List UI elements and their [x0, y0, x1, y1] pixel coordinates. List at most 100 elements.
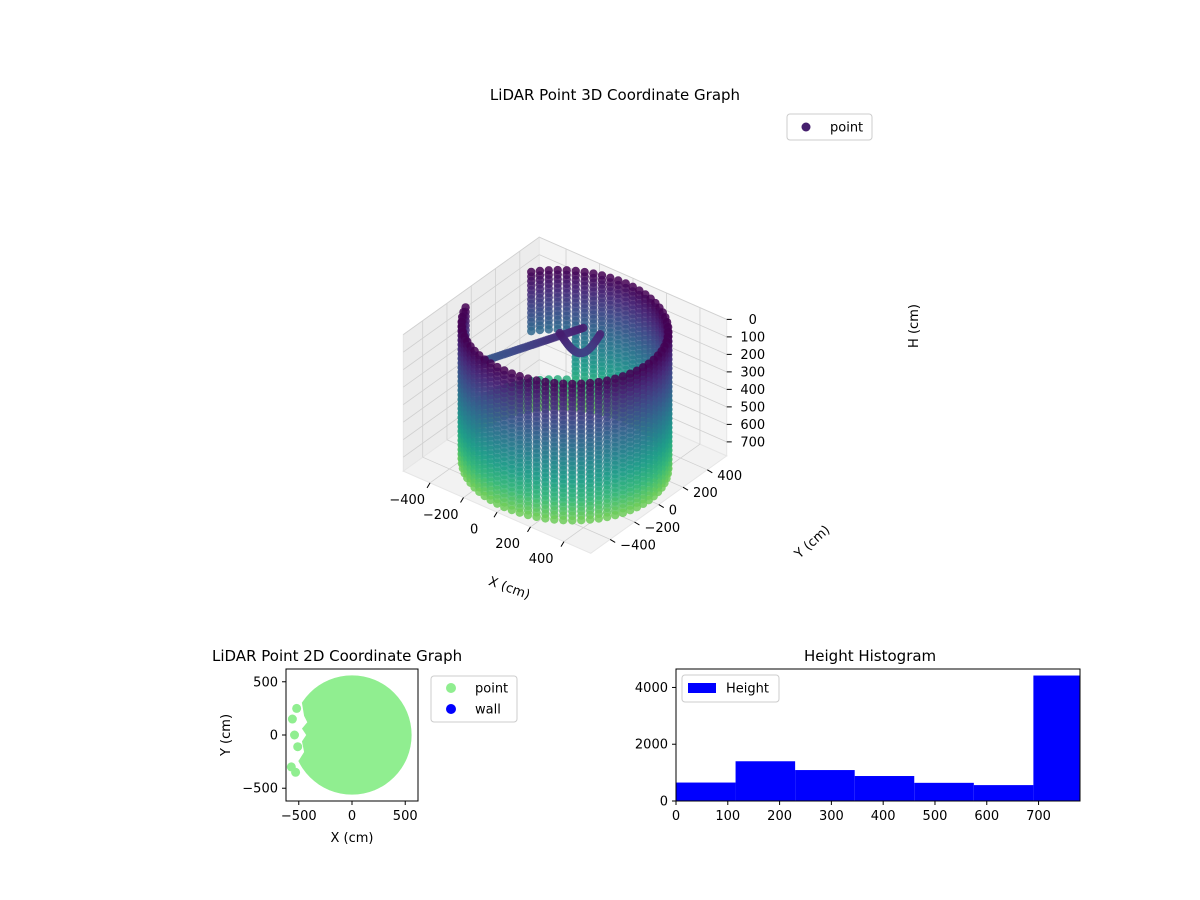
2d-legend-label-point: point [475, 682, 508, 697]
point-marker [290, 730, 300, 740]
3d-point [541, 514, 550, 523]
3d-point [527, 326, 536, 336]
3d-gridline [539, 236, 727, 320]
3d-y-tick [658, 504, 665, 509]
3d-z-axis-label: H (cm) [907, 304, 922, 348]
point-marker [287, 714, 297, 724]
3d-point [535, 325, 545, 335]
histogram-chart: 0 100 200 300 400 500 600 700 0 2000 4000 Height [635, 668, 1081, 824]
3d-z-tick-label: 500 [740, 400, 765, 415]
histogram-bar [1033, 675, 1080, 801]
2d-x-axis-label: X (cm) [331, 831, 374, 846]
3d-y-tick [609, 538, 616, 543]
chart-3d: −400−2000200400−400−20002004000100200300… [389, 113, 922, 603]
3d-legend-label-point: point [830, 121, 863, 136]
2d-legend-label-wall: wall [475, 703, 501, 718]
2d-legend-marker-wall [446, 704, 456, 714]
3d-gridline [403, 254, 540, 353]
3d-point [625, 506, 635, 515]
3d-y-tick [682, 486, 689, 491]
3d-x-tick-label: 0 [470, 522, 478, 537]
2d-legend: point wall [430, 675, 518, 723]
3d-y-tick [634, 521, 640, 526]
3d-legend-box [786, 113, 873, 141]
3d-x-tick-label: 400 [529, 552, 554, 567]
2d-x-tick-label: 500 [393, 809, 418, 824]
3d-point-cloud [457, 265, 673, 525]
3d-y-tick-label: −200 [644, 521, 680, 536]
3d-x-tick-label: 200 [495, 537, 520, 552]
histogram-x-tick-label: 600 [974, 809, 999, 824]
2d-y-axis-label: Y (cm) [219, 714, 234, 757]
2d-x-tick-label: 0 [348, 809, 356, 824]
3d-y-tick-label: 200 [693, 486, 718, 501]
3d-x-tick [426, 482, 431, 489]
2d-y-tick-label: 500 [253, 675, 278, 690]
3d-point [632, 502, 642, 512]
2d-point-area [286, 675, 412, 795]
3d-gridline [403, 271, 540, 370]
2d-y-tick-label: −500 [242, 782, 278, 797]
histogram-x-tick-label: 700 [1026, 809, 1051, 824]
histogram-x-tick-label: 200 [767, 809, 792, 824]
histogram-legend-label: Height [726, 682, 769, 697]
3d-point [493, 499, 502, 508]
chart-2d-title: LiDAR Point 2D Coordinate Graph [212, 647, 463, 665]
3d-point [618, 508, 628, 518]
point-marker [293, 742, 303, 752]
3d-point [507, 505, 517, 515]
histogram-bar [795, 770, 855, 801]
3d-legend: point [786, 113, 873, 141]
3d-x-tick-label: −200 [423, 508, 459, 523]
3d-z-tick-label: 100 [740, 330, 765, 345]
3d-y-tick-label: −400 [620, 538, 656, 553]
histogram-legend: Height [681, 674, 780, 703]
3d-y-tick-label: 0 [669, 504, 677, 519]
3d-y-tick-label: 400 [717, 469, 742, 484]
histogram-ticks: 0 100 200 300 400 500 600 700 0 2000 4000 [635, 681, 1051, 824]
2d-x-tick-label: −500 [281, 809, 317, 824]
3d-z-tick-label: 0 [749, 313, 757, 328]
3d-x-tick [493, 511, 498, 518]
point-marker [292, 703, 302, 713]
histogram-x-tick-label: 300 [819, 809, 844, 824]
chart-2d: −500 0 500 500 0 −500 X (cm) Y (cm) point wal… [219, 668, 518, 846]
chart-3d-title: LiDAR Point 3D Coordinate Graph [489, 86, 741, 104]
3d-point [611, 510, 620, 520]
2d-legend-marker-point [446, 683, 456, 693]
3d-point [523, 510, 533, 520]
3d-z-tick-label: 600 [740, 418, 765, 433]
3d-point [544, 325, 553, 334]
3d-x-tick [527, 526, 531, 533]
3d-gridline [403, 289, 540, 388]
3d-x-tick-label: −400 [389, 493, 425, 508]
3d-point [559, 515, 568, 525]
3d-gridline [403, 236, 540, 335]
histogram-bar [676, 782, 736, 801]
3d-point [532, 512, 541, 522]
3d-x-tick [460, 497, 464, 503]
3d-point [594, 514, 603, 523]
histogram-y-tick-label: 2000 [635, 738, 668, 753]
histogram-x-tick-label: 100 [715, 809, 740, 824]
3d-point [555, 328, 565, 338]
3d-point [515, 508, 524, 517]
3d-y-tick [707, 469, 713, 474]
histogram-bar [973, 785, 1034, 801]
histogram-x-tick-label: 0 [672, 809, 680, 824]
3d-point [585, 515, 595, 524]
3d-point [602, 512, 612, 522]
histogram-axes-frame [675, 668, 1081, 802]
3d-z-tick-label: 200 [740, 348, 765, 363]
3d-x-axis-label: X (cm) [486, 574, 532, 603]
3d-x-tick [560, 541, 565, 547]
3d-z-tick-label: 700 [740, 435, 765, 450]
point-marker [291, 767, 301, 777]
3d-tick-labels: −400−2000200400−400−20002004000100200300… [389, 313, 765, 567]
histogram-y-tick-label: 0 [660, 795, 668, 810]
3d-z-tick-label: 300 [740, 365, 765, 380]
3d-point [568, 516, 577, 525]
2d-ticks: −500 0 500 500 0 −500 [242, 675, 417, 824]
histogram-bar [854, 776, 915, 801]
3d-point [500, 502, 509, 512]
